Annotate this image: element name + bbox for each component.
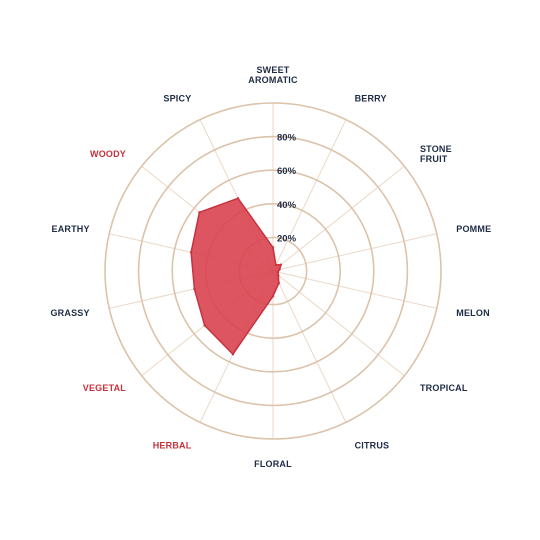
radar-axis-label: BERRY <box>355 94 387 104</box>
radar-axis-label: FLORAL <box>254 459 292 469</box>
radar-data-point <box>276 270 280 274</box>
radar-data-point <box>274 263 278 267</box>
radar-axis-label: TROPICAL <box>420 383 468 393</box>
radar-spoke <box>272 233 437 272</box>
radar-spoke <box>272 119 347 272</box>
radar-axis-label: MELON <box>456 308 490 318</box>
radar-axis-label: HERBAL <box>153 440 192 450</box>
radar-tick-label: 20% <box>277 233 297 244</box>
radar-ring <box>171 169 375 373</box>
radar-tick-label: 60% <box>277 166 297 177</box>
radar-series <box>189 197 283 356</box>
radar-data-point <box>271 295 275 298</box>
radar-data-point <box>277 281 281 285</box>
radar-spoke <box>272 270 405 377</box>
radar-ring <box>104 102 442 440</box>
radar-data-point <box>193 287 196 291</box>
radar-tick-label: 80% <box>277 133 297 144</box>
radar-axis-label: CITRUS <box>355 440 390 450</box>
radar-axis-label: WOODY <box>90 149 126 159</box>
radar-data-point <box>189 251 193 254</box>
radar-tick-labels: 20% 40% 60% 80% <box>277 133 297 245</box>
radar-data-point <box>277 273 280 277</box>
radar-data-point <box>279 263 283 266</box>
radar-spoke <box>272 270 347 423</box>
radar-data-point <box>203 324 206 327</box>
radar-ring <box>137 135 409 407</box>
radar-data-point <box>198 211 201 214</box>
radar-data-point <box>236 197 240 200</box>
radar-series-area <box>190 197 282 355</box>
radar-spoke <box>272 270 437 309</box>
radar-data-point <box>271 246 275 249</box>
radar-axis-label: SPICY <box>163 94 191 104</box>
radar-axis-label: VEGETAL <box>83 383 127 393</box>
radar-axis-label: EARTHY <box>52 224 90 234</box>
radar-tick-label: 40% <box>277 200 297 211</box>
radar-axis-labels: SWEET AROMATIC BERRY STONE FRUIT POMME MELON TR… <box>50 65 491 469</box>
radar-data-point <box>278 268 281 271</box>
radar-data-point <box>231 353 235 356</box>
radar-spoke <box>272 165 405 272</box>
radar-axis-label: STONE FRUIT <box>420 144 452 164</box>
radar-axis-label: POMME <box>456 224 491 234</box>
radar-axis-label: SWEET AROMATIC <box>248 65 298 85</box>
radar-axis-label: GRASSY <box>50 308 89 318</box>
